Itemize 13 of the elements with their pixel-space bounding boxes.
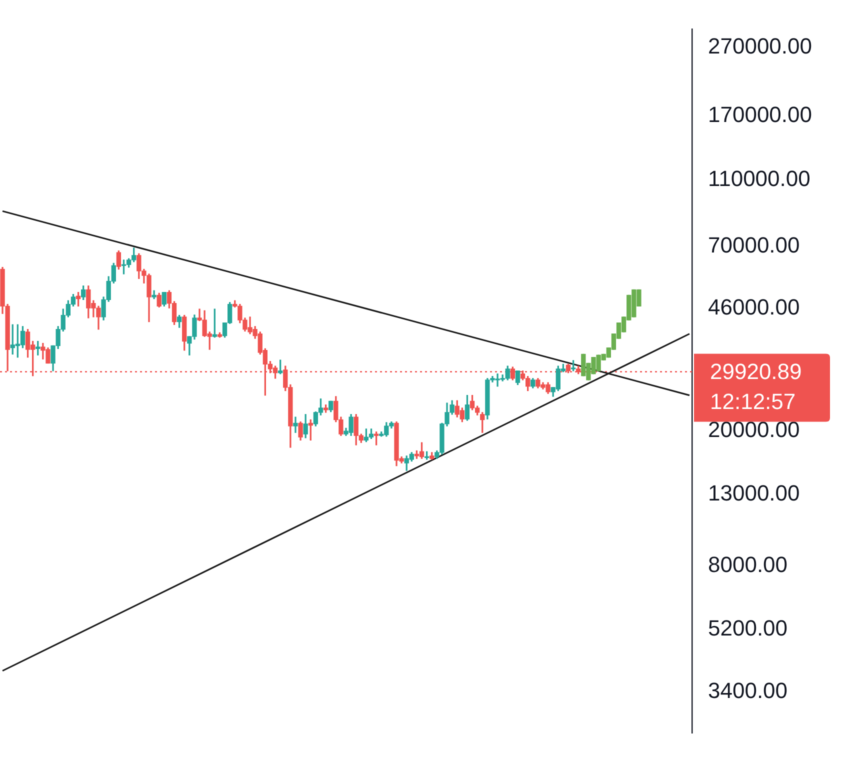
y-tick-label: 170000.00 [708, 102, 812, 127]
y-tick-label: 46000.00 [708, 294, 800, 320]
y-tick-label: 8000.00 [708, 552, 788, 578]
text: 12:12:57 [710, 388, 796, 414]
y-tick-label: 3400.00 [708, 678, 788, 704]
ref-line-label: 29920.89 [710, 358, 802, 384]
y-tick-label: 20000.00 [708, 417, 800, 442]
candlestick [293, 416, 298, 433]
y-tick-label: 5200.00 [708, 616, 788, 641]
y-tick-label: 270000.00 [708, 34, 812, 59]
y-tick-label: 13000.00 [708, 480, 800, 506]
y-tick-label: 110000.00 [708, 166, 810, 191]
y-tick-label: 70000.00 [708, 232, 800, 258]
